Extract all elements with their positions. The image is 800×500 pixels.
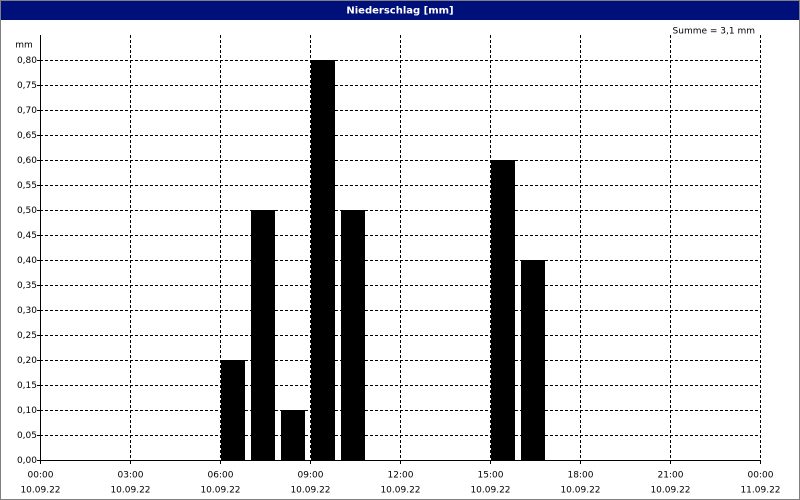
x-tick-label: 12:00 <box>388 471 414 481</box>
x-tick-date: 10.09.22 <box>290 486 330 496</box>
y-tick-label: 0,10 <box>17 406 37 416</box>
y-tick-label: 0,35 <box>17 281 37 291</box>
y-tick-label: 0,50 <box>17 206 37 216</box>
x-tick-label: 00:00 <box>748 471 774 481</box>
x-tick-date: 10.09.22 <box>380 486 420 496</box>
bar <box>251 210 275 460</box>
y-tick-label: 0,25 <box>17 331 37 341</box>
y-tick-label: 0,15 <box>17 381 37 391</box>
y-tick-label: 0,40 <box>17 256 37 266</box>
y-tick-label: 0,75 <box>17 81 37 91</box>
bar <box>521 260 545 460</box>
x-tick-label: 09:00 <box>298 471 324 481</box>
x-tick-label: 06:00 <box>208 471 234 481</box>
y-tick-label: 0,20 <box>17 356 37 366</box>
y-tick-label: 0,55 <box>17 181 37 191</box>
bar <box>311 60 335 460</box>
x-tick-date: 10.09.22 <box>650 486 690 496</box>
x-tick-label: 00:00 <box>28 471 54 481</box>
y-tick-label: 0,80 <box>17 56 37 66</box>
chart-title: Niederschlag [mm] <box>346 6 453 17</box>
x-tick-date: 10.09.22 <box>560 486 600 496</box>
y-tick-label: 0,30 <box>17 306 37 316</box>
y-axis-label: mm <box>15 41 33 51</box>
x-tick-label: 15:00 <box>478 471 504 481</box>
x-tick-date: 10.09.22 <box>470 486 510 496</box>
title-bar <box>1 1 799 20</box>
x-tick-label: 18:00 <box>568 471 594 481</box>
y-tick-label: 0,00 <box>17 456 37 466</box>
x-tick-label: 03:00 <box>118 471 144 481</box>
y-tick-label: 0,45 <box>17 231 37 241</box>
x-tick-date: 10.09.22 <box>110 486 150 496</box>
x-tick-date: 10.09.22 <box>200 486 240 496</box>
bar <box>221 360 245 460</box>
bar <box>491 160 515 460</box>
x-tick-date: 11.09.22 <box>740 486 780 496</box>
bar <box>281 410 305 460</box>
bar <box>341 210 365 460</box>
y-tick-label: 0,60 <box>17 156 37 166</box>
x-tick-label: 21:00 <box>658 471 684 481</box>
annotation: Summe = 3,1 mm <box>673 27 755 37</box>
x-tick-date: 10.09.22 <box>20 486 60 496</box>
y-tick-label: 0,70 <box>17 106 37 116</box>
y-tick-label: 0,65 <box>17 131 37 141</box>
y-tick-label: 0,05 <box>17 431 37 441</box>
